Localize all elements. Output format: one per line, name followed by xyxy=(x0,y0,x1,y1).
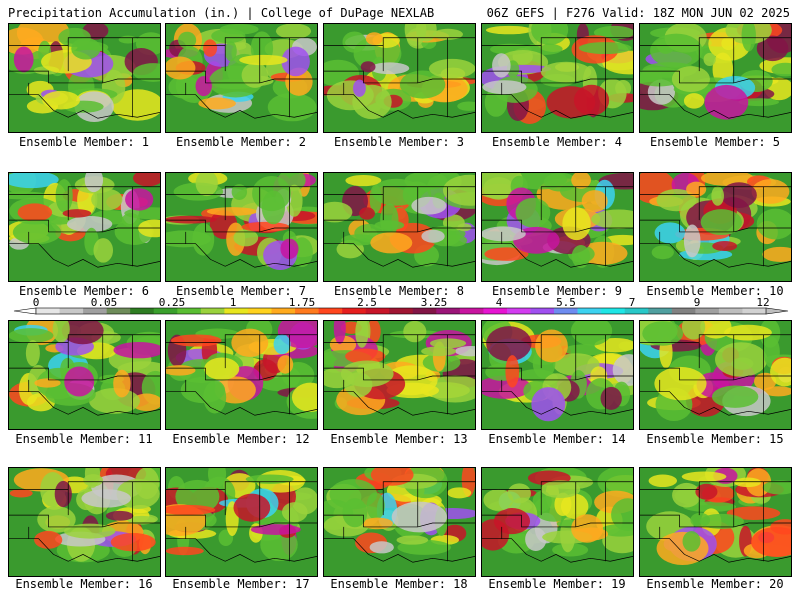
colorbar-tick-label: 9 xyxy=(693,296,701,309)
colorbar-tick-label: 12 xyxy=(756,296,770,309)
colorbar-swatch xyxy=(648,308,673,314)
colorbar-swatch xyxy=(695,308,720,314)
map-panel-member-20 xyxy=(639,467,792,577)
map-panel-member-8 xyxy=(323,172,476,282)
colorbar-tick-label: 1 xyxy=(229,296,237,309)
map-panel-member-7 xyxy=(165,172,318,282)
map-panel-member-10 xyxy=(639,172,792,282)
colorbar-swatch xyxy=(318,308,343,314)
map-panel-member-18 xyxy=(323,467,476,577)
map-panel-member-12 xyxy=(165,320,318,430)
colorbar-swatch xyxy=(671,308,696,314)
map-panel-member-15 xyxy=(639,320,792,430)
member-label-11: Ensemble Member: 11 xyxy=(15,432,153,446)
member-label-6: Ensemble Member: 6 xyxy=(18,284,150,298)
member-label-16: Ensemble Member: 16 xyxy=(15,577,153,591)
colorbar-swatch xyxy=(506,308,531,314)
member-label-5: Ensemble Member: 5 xyxy=(649,135,781,149)
colorbar-tick-label: 2.5 xyxy=(357,296,377,309)
map-panel-member-5 xyxy=(639,23,792,133)
member-label-2: Ensemble Member: 2 xyxy=(175,135,307,149)
colorbar-tick-label: 0.25 xyxy=(158,296,186,309)
colorbar-swatch xyxy=(412,308,437,314)
member-label-1: Ensemble Member: 1 xyxy=(18,135,150,149)
colorbar-swatch xyxy=(177,308,202,314)
member-label-14: Ensemble Member: 14 xyxy=(488,432,626,446)
colorbar-swatch xyxy=(83,308,107,314)
colorbar-swatch xyxy=(365,308,390,314)
header-valid-time: 06Z GEFS | F276 Valid: 18Z MON JUN 02 20… xyxy=(486,6,790,20)
member-label-9: Ensemble Member: 9 xyxy=(491,284,623,298)
member-label-18: Ensemble Member: 18 xyxy=(330,577,468,591)
colorbar-tick-label: 1.75 xyxy=(288,296,316,309)
map-panel-member-9 xyxy=(481,172,634,282)
colorbar-swatch xyxy=(59,308,84,314)
map-panel-member-4 xyxy=(481,23,634,133)
map-panel-member-16 xyxy=(8,467,161,577)
colorbar-swatch xyxy=(742,308,767,314)
map-panel-member-3 xyxy=(323,23,476,133)
colorbar-swatch xyxy=(459,308,484,314)
colorbar-swatch xyxy=(271,308,296,314)
map-panel-member-1 xyxy=(8,23,161,133)
colorbar-swatch xyxy=(483,308,508,314)
colorbar-swatch xyxy=(624,308,649,314)
member-label-19: Ensemble Member: 19 xyxy=(488,577,626,591)
member-label-12: Ensemble Member: 12 xyxy=(172,432,310,446)
member-label-7: Ensemble Member: 7 xyxy=(175,284,307,298)
map-panel-member-17 xyxy=(165,467,318,577)
header-title: Precipitation Accumulation (in.) | Colle… xyxy=(8,6,435,20)
member-label-13: Ensemble Member: 13 xyxy=(330,432,468,446)
colorbar-swatch xyxy=(718,308,743,314)
colorbar-swatch xyxy=(247,308,272,314)
map-panel-member-6 xyxy=(8,172,161,282)
colorbar-swatch xyxy=(224,308,249,314)
colorbar-swatch xyxy=(342,308,366,314)
colorbar-tick-label: 4 xyxy=(495,296,503,309)
colorbar-swatch xyxy=(577,308,602,314)
colorbar-swatch xyxy=(200,308,225,314)
colorbar-swatch xyxy=(153,308,178,314)
member-label-17: Ensemble Member: 17 xyxy=(172,577,310,591)
map-panel-member-19 xyxy=(481,467,634,577)
colorbar-legend: 0 0.05 0.25 1 1.75 2.5 3.25 4 5.5 7 9 12 xyxy=(0,296,800,320)
member-label-8: Ensemble Member: 8 xyxy=(333,284,465,298)
colorbar-swatch xyxy=(436,308,461,314)
map-panel-member-14 xyxy=(481,320,634,430)
member-label-3: Ensemble Member: 3 xyxy=(333,135,465,149)
colorbar-swatch xyxy=(130,308,155,314)
colorbar-swatch xyxy=(554,308,578,314)
colorbar-tick-label: 3.25 xyxy=(420,296,448,309)
member-label-20: Ensemble Member: 20 xyxy=(646,577,784,591)
colorbar-swatch xyxy=(601,308,626,314)
colorbar-tick-label: 0.05 xyxy=(90,296,118,309)
colorbar-swatch xyxy=(389,308,414,314)
map-panel-member-2 xyxy=(165,23,318,133)
member-label-10: Ensemble Member: 10 xyxy=(646,284,784,298)
colorbar-tick-label: 7 xyxy=(628,296,636,309)
colorbar-swatch xyxy=(530,308,555,314)
colorbar-swatch xyxy=(36,308,60,314)
colorbar-swatch xyxy=(295,308,319,314)
colorbar-tick-label: 5.5 xyxy=(556,296,576,309)
colorbar-tick-label: 0 xyxy=(32,296,40,309)
member-label-4: Ensemble Member: 4 xyxy=(491,135,623,149)
member-label-15: Ensemble Member: 15 xyxy=(646,432,784,446)
map-panel-member-11 xyxy=(8,320,161,430)
map-panel-member-13 xyxy=(323,320,476,430)
colorbar-swatch xyxy=(106,308,131,314)
